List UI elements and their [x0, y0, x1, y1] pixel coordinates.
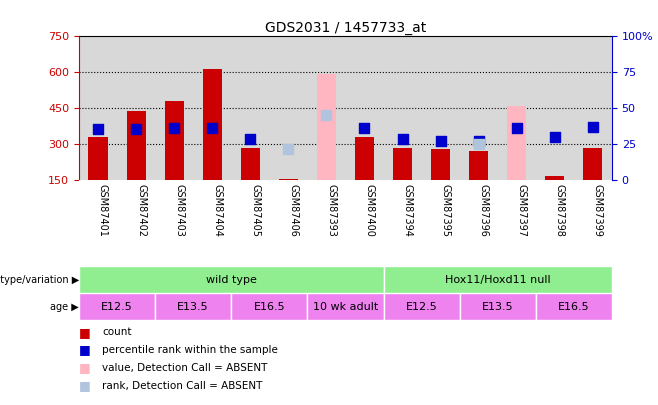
- Bar: [203, 69, 222, 180]
- Bar: [431, 149, 450, 180]
- Bar: [317, 74, 336, 180]
- Text: GSM87399: GSM87399: [593, 184, 603, 237]
- Bar: [393, 148, 412, 180]
- Text: percentile rank within the sample: percentile rank within the sample: [102, 345, 278, 355]
- Text: E13.5: E13.5: [178, 302, 209, 311]
- Text: GSM87402: GSM87402: [136, 184, 146, 237]
- Text: genotype/variation ▶: genotype/variation ▶: [0, 275, 79, 285]
- Point: [321, 112, 332, 119]
- Point: [397, 136, 408, 143]
- Bar: [164, 101, 184, 180]
- Bar: [79, 266, 384, 293]
- Title: GDS2031 / 1457733_at: GDS2031 / 1457733_at: [265, 21, 426, 35]
- Point: [131, 126, 141, 132]
- Bar: [231, 293, 307, 320]
- Text: GSM87398: GSM87398: [555, 184, 565, 237]
- Text: GSM87395: GSM87395: [441, 184, 451, 237]
- Point: [169, 125, 180, 131]
- Bar: [88, 137, 107, 180]
- Text: age ▶: age ▶: [50, 302, 79, 311]
- Point: [474, 141, 484, 147]
- Bar: [307, 293, 384, 320]
- Text: count: count: [102, 327, 132, 337]
- Text: ■: ■: [79, 379, 91, 392]
- Text: GSM87397: GSM87397: [517, 184, 527, 237]
- Text: GSM87405: GSM87405: [250, 184, 261, 237]
- Point: [436, 137, 446, 144]
- Point: [245, 136, 255, 143]
- Point: [511, 125, 522, 131]
- Text: GSM87406: GSM87406: [288, 184, 298, 237]
- Text: E16.5: E16.5: [558, 302, 590, 311]
- Point: [283, 146, 293, 153]
- Text: rank, Detection Call = ABSENT: rank, Detection Call = ABSENT: [102, 381, 263, 390]
- Bar: [355, 137, 374, 180]
- Text: E12.5: E12.5: [406, 302, 438, 311]
- Bar: [79, 293, 155, 320]
- Text: 10 wk adult: 10 wk adult: [313, 302, 378, 311]
- Text: ■: ■: [79, 326, 91, 339]
- Point: [207, 125, 217, 131]
- Text: GSM87396: GSM87396: [479, 184, 489, 237]
- Text: ■: ■: [79, 361, 91, 374]
- Bar: [469, 151, 488, 180]
- Bar: [384, 266, 612, 293]
- Bar: [545, 176, 565, 180]
- Text: ■: ■: [79, 343, 91, 356]
- Bar: [507, 106, 526, 180]
- Text: GSM87400: GSM87400: [365, 184, 374, 237]
- Point: [549, 134, 560, 140]
- Text: GSM87404: GSM87404: [212, 184, 222, 237]
- Point: [359, 125, 370, 131]
- Bar: [384, 293, 460, 320]
- Bar: [536, 293, 612, 320]
- Bar: [460, 293, 536, 320]
- Text: GSM87394: GSM87394: [403, 184, 413, 237]
- Text: Hox11/Hoxd11 null: Hox11/Hoxd11 null: [445, 275, 551, 285]
- Bar: [155, 293, 231, 320]
- Text: E12.5: E12.5: [101, 302, 133, 311]
- Bar: [126, 111, 145, 180]
- Bar: [241, 148, 260, 180]
- Point: [474, 138, 484, 145]
- Bar: [584, 148, 603, 180]
- Bar: [279, 179, 298, 180]
- Text: GSM87401: GSM87401: [98, 184, 108, 237]
- Point: [588, 124, 598, 131]
- Text: wild type: wild type: [206, 275, 257, 285]
- Text: E16.5: E16.5: [253, 302, 285, 311]
- Text: GSM87393: GSM87393: [326, 184, 336, 237]
- Text: value, Detection Call = ABSENT: value, Detection Call = ABSENT: [102, 363, 267, 373]
- Text: E13.5: E13.5: [482, 302, 513, 311]
- Point: [93, 126, 103, 132]
- Text: GSM87403: GSM87403: [174, 184, 184, 237]
